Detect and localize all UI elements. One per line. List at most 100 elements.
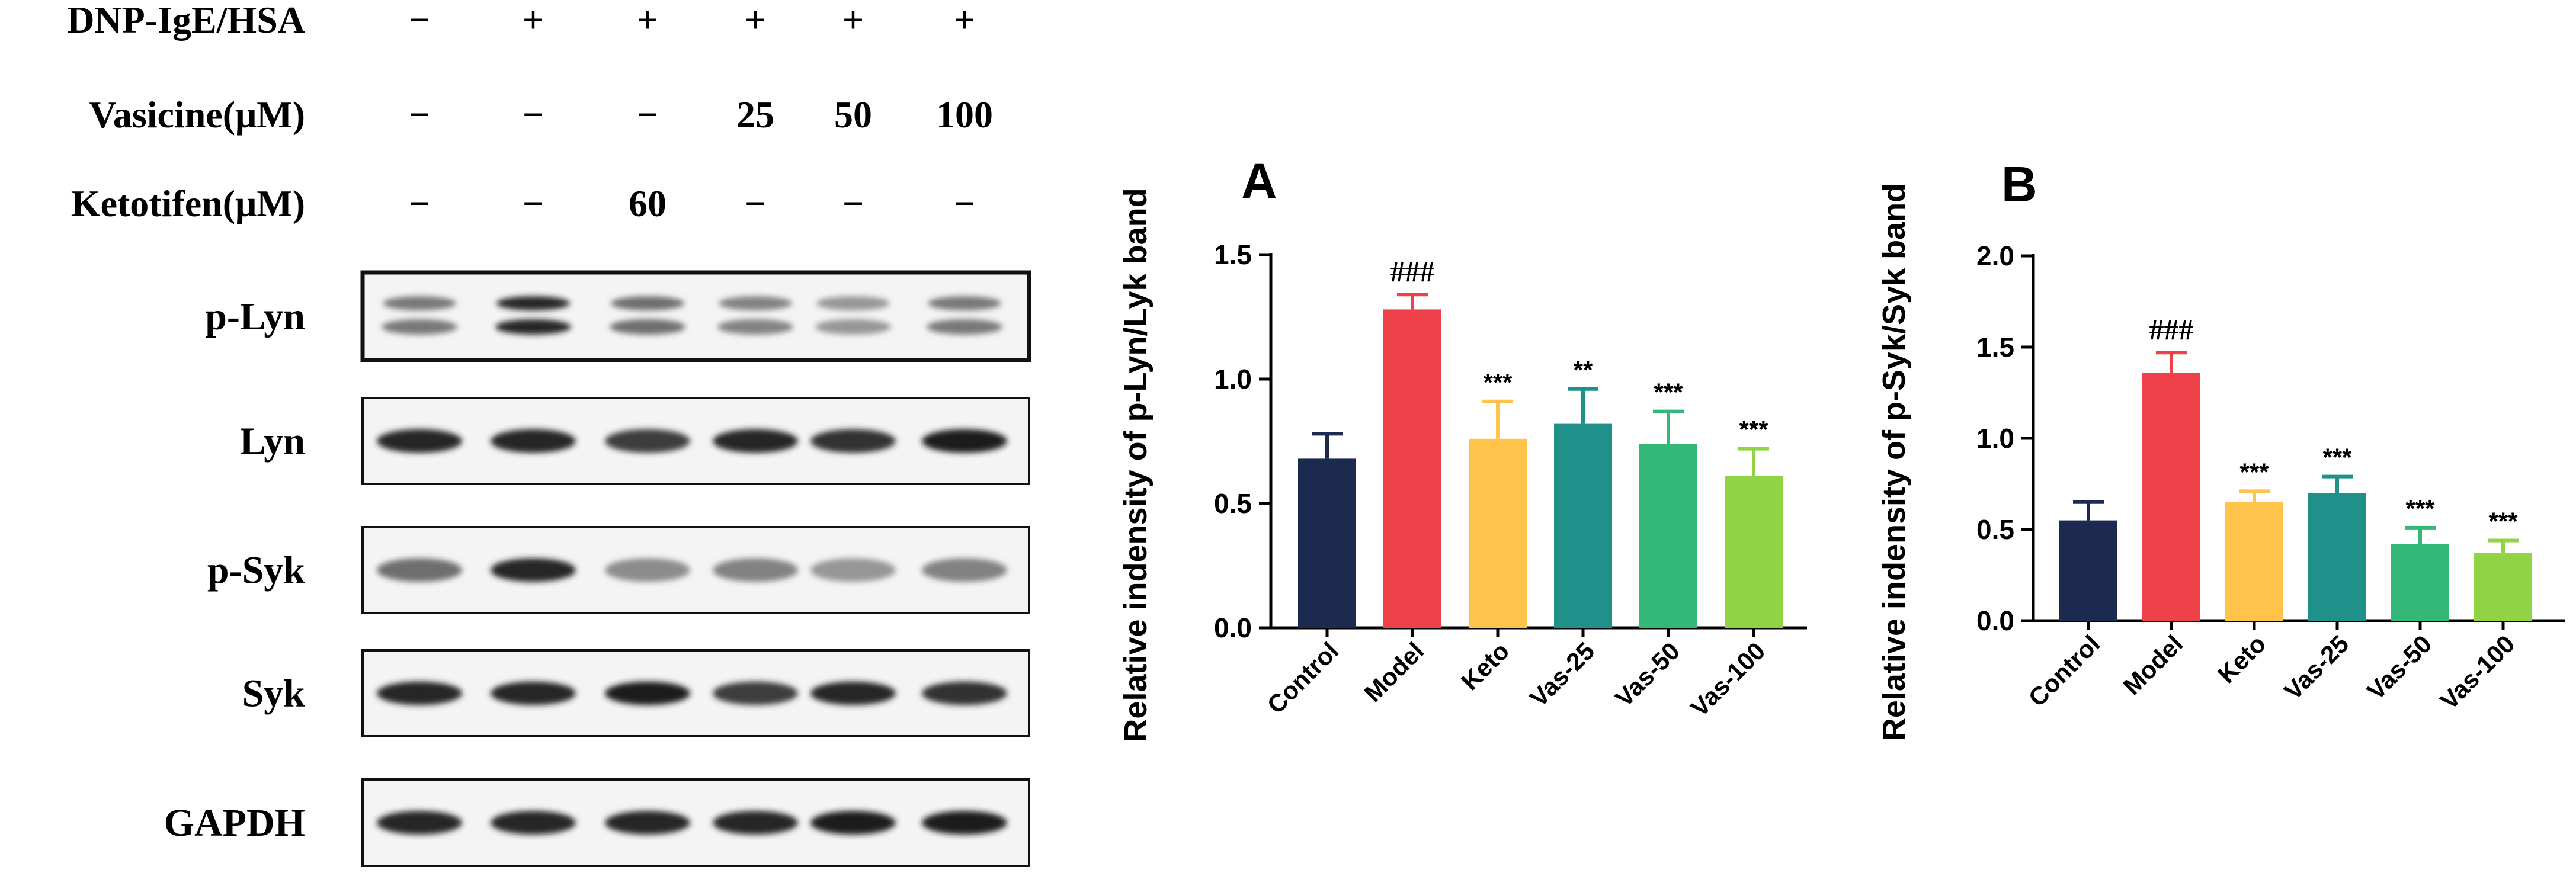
bar: [1383, 309, 1441, 628]
blot-band: [377, 681, 462, 705]
significance-label: ***: [1739, 416, 1768, 444]
treatment-label: Ketotifen(μM): [71, 182, 305, 224]
treatment-value: 100: [936, 94, 993, 136]
y-axis-label: Relative indensity of p-Syk/Syk band: [1876, 183, 1912, 741]
y-tick-label: 1.0: [1976, 423, 2014, 454]
bar: [2474, 553, 2532, 621]
blot-band: [495, 319, 571, 335]
western-blot-panel: DNP-IgE/HSA − + + + + + Vasicine(μM) − − − 25 50 100 K…: [67, 0, 1031, 867]
treatment-value: +: [637, 0, 658, 41]
y-tick-label: 0.0: [1214, 612, 1252, 643]
blot-band: [810, 811, 896, 835]
blot-band: [922, 558, 1007, 582]
treatment-value: +: [523, 0, 544, 41]
significance-label: ***: [2488, 507, 2518, 535]
bar: [1554, 423, 1612, 628]
bar: [2308, 493, 2366, 621]
blot-band: [491, 811, 576, 835]
blot-band: [713, 429, 798, 453]
blot-band: [605, 558, 690, 582]
significance-label: ***: [1654, 378, 1683, 406]
blot-band: [719, 296, 792, 310]
y-tick-label: 0.5: [1976, 514, 2014, 545]
blot-band: [491, 681, 576, 705]
treatment-value: +: [842, 0, 864, 41]
bar: [2391, 544, 2449, 621]
band-label: Lyn: [240, 420, 305, 463]
significance-label: ***: [1483, 368, 1513, 396]
blot-band: [713, 558, 798, 582]
blot-band: [496, 296, 570, 310]
blot-band: [810, 429, 896, 453]
blot-band: [922, 811, 1007, 835]
treatment-value: −: [954, 182, 975, 224]
x-tick-label: Model: [2117, 630, 2188, 700]
blot-membrane: [361, 778, 1030, 867]
blot-band: [610, 319, 685, 335]
x-tick-label: Vas-50: [2362, 630, 2437, 705]
band-label: Syk: [242, 672, 306, 715]
treatment-value: −: [523, 182, 544, 224]
y-tick-label: 1.0: [1214, 364, 1252, 394]
blot-band: [713, 681, 798, 705]
blot-band: [377, 429, 462, 453]
blot-band: [810, 681, 896, 705]
treatment-value: −: [409, 0, 430, 41]
treatment-value: 25: [736, 94, 774, 136]
bar: [2142, 373, 2200, 621]
treatment-label: DNP-IgE/HSA: [67, 0, 305, 41]
panel-letter: B: [2001, 156, 2037, 212]
treatment-value: 50: [834, 94, 872, 136]
blot-band: [605, 429, 690, 453]
blot-band: [815, 319, 891, 335]
bar: [1298, 458, 1356, 628]
treatment-value: −: [745, 182, 766, 224]
blot-band: [922, 429, 1007, 453]
x-tick-label: Model: [1359, 637, 1429, 707]
x-tick-label: Keto: [1456, 637, 1514, 695]
blot-membrane: [361, 397, 1030, 485]
panel-letter: A: [1241, 153, 1277, 209]
blot-band: [383, 296, 456, 310]
blot-band: [377, 558, 462, 582]
significance-label: ***: [2239, 458, 2269, 486]
blot-band: [491, 558, 576, 582]
bar: [2059, 520, 2117, 621]
blot-band: [382, 319, 457, 335]
bar: [1639, 444, 1697, 628]
treatment-value: +: [745, 0, 766, 41]
x-tick-label: Control: [2023, 630, 2106, 712]
blot-band: [927, 319, 1002, 335]
band-label: p-Syk: [207, 549, 305, 592]
bar: [1469, 438, 1527, 628]
x-tick-label: Keto: [2212, 630, 2271, 688]
significance-label: ###: [1390, 255, 1435, 288]
blot-membrane: [361, 649, 1030, 737]
blot-band: [816, 296, 890, 310]
blot-band: [491, 429, 576, 453]
blot-band: [611, 296, 684, 310]
y-tick-label: 1.5: [1976, 332, 2014, 362]
bar: [2225, 502, 2283, 621]
significance-label: ***: [2405, 495, 2435, 522]
blot-band: [810, 558, 896, 582]
x-tick-label: Vas-100: [2434, 630, 2520, 715]
treatment-value: 60: [629, 182, 667, 224]
treatment-label: Vasicine(μM): [89, 94, 305, 136]
blot-band: [717, 319, 793, 335]
blot-band: [377, 811, 462, 835]
bar: [1725, 476, 1783, 628]
y-tick-label: 2.0: [1976, 240, 2014, 271]
x-tick-label: Control: [1262, 637, 1344, 719]
y-axis-label: Relative indensity of p-Lyn/Lyk band: [1118, 188, 1154, 742]
blot-band: [928, 296, 1001, 310]
y-tick-label: 1.5: [1214, 239, 1252, 270]
treatment-value: −: [523, 94, 544, 136]
band-label: GAPDH: [164, 801, 305, 845]
significance-label: ###: [2149, 313, 2194, 346]
y-tick-label: 0.0: [1976, 605, 2014, 636]
significance-label: **: [1574, 356, 1593, 384]
significance-label: ***: [2322, 444, 2352, 471]
x-tick-label: Vas-25: [2279, 630, 2354, 705]
